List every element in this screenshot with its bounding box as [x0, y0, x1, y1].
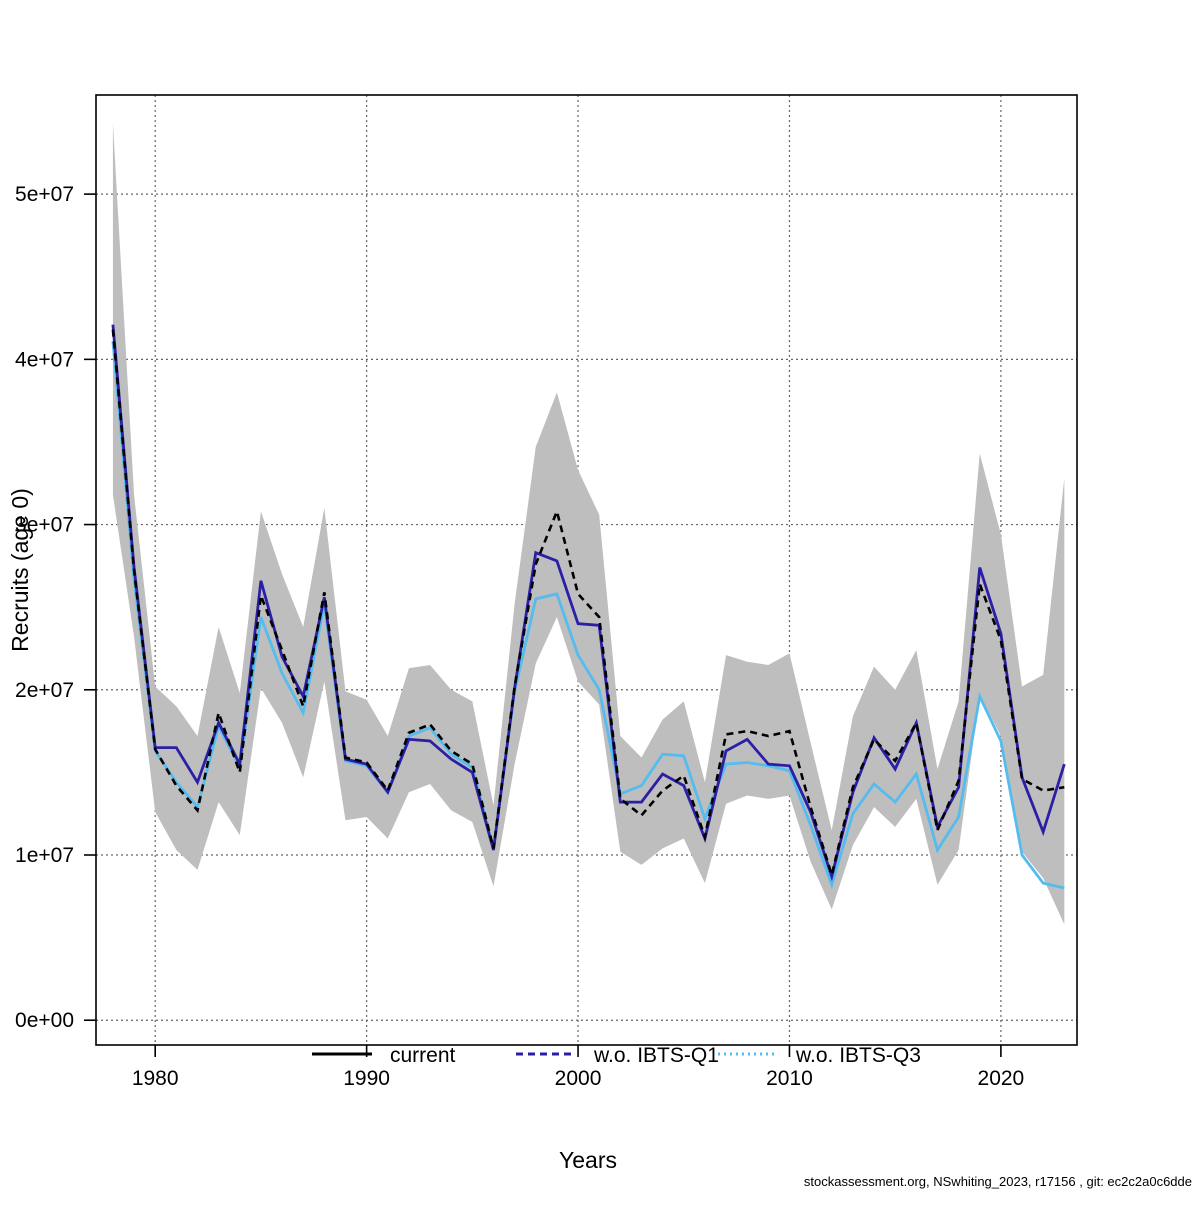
y-axis-tick-label: 1e+07 [15, 844, 74, 867]
y-axis-title: Recruits (age 0) [7, 488, 33, 652]
y-axis-tick-label: 5e+07 [15, 183, 74, 206]
series-line-w-o-ibts-q1 [111, 324, 1066, 882]
axis-layer: 1980 1990 2000 2010 2020 0e+00 1e+07 2e+07 3e+07… [15, 183, 1024, 1090]
y-axis-tick-label: 4e+07 [15, 348, 74, 371]
confidence-band [112, 123, 1065, 925]
x-axis-tick-label: 2010 [766, 1067, 813, 1090]
plot-frame [95, 94, 1078, 1046]
y-axis-tick-label: 3e+07 [15, 514, 74, 537]
x-axis-tick-label: 2020 [978, 1067, 1025, 1090]
series-line-w-o-ibts-q3 [111, 341, 1065, 890]
data-series-layer [111, 324, 1066, 890]
confidence-band-polygon [112, 123, 1065, 925]
series-line-current [111, 329, 1065, 880]
y-axis-tick-label: 0e+00 [15, 1009, 74, 1032]
x-axis-tick-label: 1990 [343, 1067, 390, 1090]
x-axis-tick-label: 2000 [555, 1067, 602, 1090]
legend-label-2: w.o. IBTS-Q1 [593, 1044, 719, 1067]
y-axis-tick-label: 2e+07 [15, 679, 74, 702]
x-axis-tick-label: 1980 [132, 1067, 179, 1090]
legend-label-1: current [390, 1044, 456, 1067]
footer-note: stockassessment.org, NSwhiting_2023, r17… [804, 1174, 1192, 1189]
chart-legend: current w.o. IBTS-Q1 w.o. IBTS-Q3 [312, 1044, 921, 1067]
x-axis-title: Years [559, 1147, 617, 1173]
legend-label-3: w.o. IBTS-Q3 [795, 1044, 921, 1067]
